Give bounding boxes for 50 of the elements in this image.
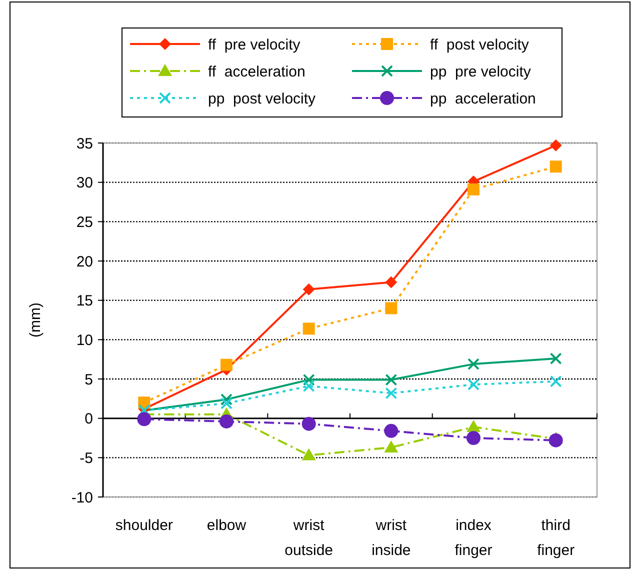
point	[220, 397, 232, 410]
y-tick-label: -5	[80, 450, 93, 467]
legend-label: ff pre velocity	[208, 36, 301, 54]
point	[385, 387, 398, 400]
x-tick-label: wrist outside	[284, 517, 334, 559]
point	[385, 302, 398, 314]
point	[468, 358, 480, 370]
point	[220, 414, 234, 428]
point	[302, 380, 315, 392]
legend-label: ff post velocity	[430, 36, 530, 54]
point	[302, 322, 315, 335]
point	[220, 358, 232, 371]
y-tick-label: 10	[76, 332, 93, 349]
point	[384, 424, 398, 438]
point	[302, 283, 315, 296]
legend-label: pp acceleration	[430, 90, 536, 108]
x-tick-label: wrist inside	[372, 517, 411, 559]
x-tick-label: shoulder	[115, 517, 173, 534]
point	[548, 433, 563, 448]
legend-label: pp pre velocity	[430, 63, 532, 80]
point	[550, 160, 562, 173]
y-tick-label: 35	[76, 135, 93, 152]
y-tick-label: 25	[76, 214, 93, 231]
point	[220, 393, 232, 406]
point	[466, 431, 480, 445]
point	[384, 440, 398, 452]
point	[385, 276, 398, 288]
point	[550, 375, 562, 388]
point	[302, 416, 316, 431]
y-tick-label: 30	[76, 174, 93, 192]
point	[302, 374, 315, 386]
point	[550, 352, 562, 365]
y-tick-label: 20	[76, 253, 93, 270]
y-tick-label: 15	[76, 292, 93, 310]
x-tick-label: third finger	[537, 517, 575, 559]
legend-label: ff acceleration	[208, 63, 306, 80]
point	[468, 378, 480, 391]
point	[468, 183, 480, 196]
point	[385, 374, 398, 386]
legend-label: pp post velocity	[208, 90, 316, 108]
y-tick-label: -10	[71, 489, 93, 506]
y-axis-title: (mm)	[27, 302, 44, 338]
y-tick-label: 5	[84, 371, 93, 388]
y-tick-label: 0	[84, 410, 93, 428]
point	[550, 139, 562, 152]
point	[466, 420, 480, 432]
x-tick-label: index finger	[454, 517, 492, 559]
point	[302, 448, 316, 460]
x-tick-label: elbow	[206, 517, 246, 534]
point	[137, 412, 152, 426]
